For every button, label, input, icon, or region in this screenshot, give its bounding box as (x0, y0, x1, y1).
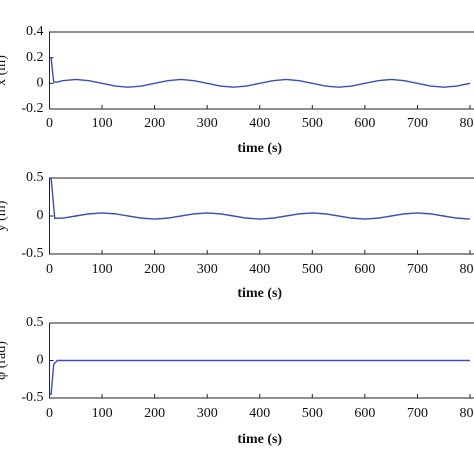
x-tick-label: 200 (144, 262, 165, 277)
x-tick-label: 600 (354, 406, 375, 421)
axes-frame (49, 31, 474, 110)
x-tick-label: 400 (249, 116, 270, 131)
x-tick-label: 500 (302, 406, 323, 421)
y-tick-label: 0.5 (26, 170, 44, 185)
x-tick-label: 800 (460, 406, 474, 421)
y-tick-label: 0 (37, 76, 44, 91)
y-axis-label: x (m) (0, 55, 9, 86)
x-tick-label: 400 (249, 262, 270, 277)
data-line (49, 359, 470, 395)
y-tick-label: 0.5 (26, 315, 44, 330)
y-tick-label: -0.5 (21, 390, 43, 405)
x-axis-label: time (s) (237, 432, 282, 447)
axes-frame (49, 177, 474, 255)
x-tick-label: 100 (92, 116, 113, 131)
x-tick-label: 500 (302, 262, 323, 277)
data-line (49, 56, 471, 88)
y-axis-label: φ (rad) (0, 341, 9, 380)
x-tick-label: 500 (302, 116, 323, 131)
y-tick-label: 0.4 (26, 24, 44, 39)
x-tick-label: 200 (144, 406, 165, 421)
x-tick-label: 0 (46, 262, 53, 277)
x-tick-label: 300 (197, 406, 218, 421)
x-tick-label: 800 (460, 262, 474, 277)
x-tick-label: 700 (407, 262, 428, 277)
x-tick-label: 700 (407, 116, 428, 131)
y-tick-label: -0.5 (21, 246, 43, 261)
data-line (49, 177, 471, 220)
y-axis-label: y (m) (0, 200, 9, 231)
x-tick-label: 400 (249, 406, 270, 421)
x-tick-label: 100 (92, 406, 113, 421)
x-tick-label: 0 (46, 116, 53, 131)
x-tick-label: 800 (460, 116, 474, 131)
y-tick-label: 0 (37, 353, 44, 368)
x-tick-label: 300 (197, 262, 218, 277)
y-tick-label: 0 (37, 208, 44, 223)
y-tick-label: -0.2 (21, 101, 43, 116)
x-tick-label: 300 (197, 116, 218, 131)
x-tick-label: 200 (144, 116, 165, 131)
x-tick-label: 600 (354, 262, 375, 277)
x-axis-label: time (s) (237, 141, 282, 156)
x-tick-label: 100 (92, 262, 113, 277)
x-tick-label: 700 (407, 406, 428, 421)
x-axis-label: time (s) (237, 286, 282, 301)
y-tick-label: 0.2 (26, 50, 44, 65)
x-tick-label: 0 (46, 406, 53, 421)
x-tick-label: 600 (354, 116, 375, 131)
